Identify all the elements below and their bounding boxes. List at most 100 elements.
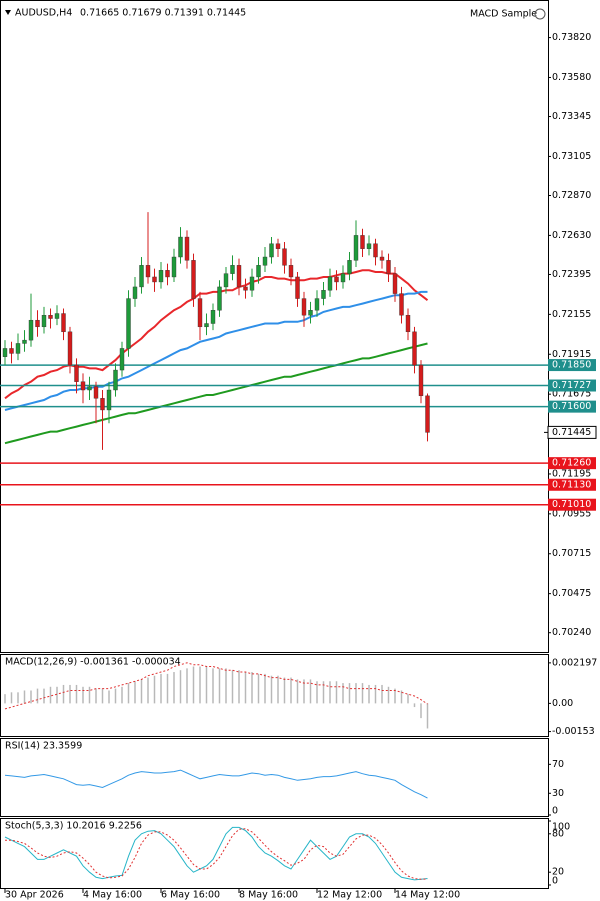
indicator-line xyxy=(5,828,428,880)
candle-body xyxy=(275,243,281,249)
candle-body xyxy=(308,310,313,316)
y-tick-label: 0.72630 xyxy=(552,230,591,241)
candle-body xyxy=(425,395,430,433)
candle-body xyxy=(249,276,255,291)
macd-title: MACD(12,26,9) -0.001361 -0.000034 xyxy=(5,657,181,668)
candle-body xyxy=(347,260,352,274)
indicator-line xyxy=(4,290,428,411)
candle-body xyxy=(210,310,216,324)
y-tick-label: 0.71915 xyxy=(552,349,591,360)
level-tag xyxy=(548,457,596,470)
candle-body xyxy=(204,323,209,328)
stoch-title: Stoch(5,3,3) 10.2016 9.2256 xyxy=(5,821,142,832)
candle-body xyxy=(100,398,105,411)
candle-body xyxy=(93,386,99,399)
candle-body xyxy=(217,286,222,311)
y-tick-label: 0.70955 xyxy=(552,508,591,519)
candle-body xyxy=(379,256,385,261)
candle-body xyxy=(386,260,391,274)
y-tick-label: -0.00153 xyxy=(552,726,595,737)
y-tick-label: 20 xyxy=(552,867,564,878)
level-tag xyxy=(548,400,596,413)
candle-body xyxy=(87,386,92,391)
chart-title: AUDUSD,H4 xyxy=(15,8,72,19)
candle-body xyxy=(353,235,359,261)
candle-body xyxy=(321,290,326,299)
candle-body xyxy=(327,276,333,291)
x-tick-label: 12 May 12:00 xyxy=(317,890,382,901)
candle-body xyxy=(295,276,300,299)
candle-body xyxy=(145,265,151,278)
indicator-line xyxy=(4,342,428,445)
candle-body xyxy=(399,293,404,316)
y-tick-label: 0 xyxy=(552,806,558,817)
candle-body xyxy=(74,364,79,382)
x-tick-label: 4 May 16:00 xyxy=(83,890,142,901)
candle-body xyxy=(80,381,86,391)
level-tag xyxy=(548,359,596,372)
y-tick-label: 0.00 xyxy=(552,698,573,709)
y-tick-label: 0 xyxy=(552,876,558,887)
y-tick-label: 30 xyxy=(552,788,564,799)
candle-body xyxy=(256,265,261,278)
candle-body xyxy=(373,243,378,258)
rsi-title: RSI(14) 23.3599 xyxy=(5,741,82,752)
candle-body xyxy=(314,298,320,311)
expert-icon[interactable] xyxy=(534,8,546,20)
candle-body xyxy=(158,270,164,283)
candle-body xyxy=(405,314,411,333)
y-tick-label: 70 xyxy=(552,759,564,770)
candle-body xyxy=(106,389,112,411)
y-tick-label: 0.72870 xyxy=(552,190,591,201)
candle-body xyxy=(301,298,307,316)
y-tick-label: 0.72155 xyxy=(552,309,591,320)
expert-name: MACD Sample xyxy=(470,9,537,20)
candle-body xyxy=(269,243,274,258)
x-tick-label: 8 May 16:00 xyxy=(239,890,298,901)
candle-body xyxy=(223,273,229,288)
y-tick-label: 0.73105 xyxy=(552,151,591,162)
candle-body xyxy=(171,256,177,278)
candle-body xyxy=(54,313,60,319)
y-tick-label: 0.70715 xyxy=(552,548,591,559)
candle-body xyxy=(152,276,157,283)
candle-body xyxy=(288,265,294,278)
candle-body xyxy=(282,248,287,266)
candle-body xyxy=(61,313,66,333)
main-panel xyxy=(0,0,549,653)
candle-body xyxy=(366,243,372,249)
level-tag xyxy=(548,478,596,491)
rsi-panel xyxy=(0,738,549,817)
candle-body xyxy=(2,348,8,357)
x-tick-label: 14 May 12:00 xyxy=(395,890,460,901)
level-label: 0.71260 xyxy=(552,458,591,469)
candle-body xyxy=(113,369,118,391)
candle-body xyxy=(178,236,183,258)
candle-body xyxy=(191,260,196,299)
candle-body xyxy=(230,265,235,274)
candle-body xyxy=(9,348,14,354)
level-label: 0.71850 xyxy=(552,360,591,371)
candle-body xyxy=(165,270,170,278)
candle-body xyxy=(41,314,47,328)
level-tag xyxy=(548,379,596,392)
level-tag xyxy=(548,498,596,511)
candle-body xyxy=(119,348,125,371)
candle-body xyxy=(184,236,190,261)
y-tick-label: 0.71675 xyxy=(552,389,591,400)
candle-body xyxy=(15,343,21,354)
last-price-label: 0.71445 xyxy=(552,427,591,438)
candle-body xyxy=(22,339,27,344)
last-price-tag xyxy=(547,425,597,439)
x-tick-label: 6 May 16:00 xyxy=(161,890,220,901)
candle-body xyxy=(126,298,131,349)
candle-body xyxy=(418,364,424,397)
indicator-line xyxy=(4,826,428,881)
y-tick-label: 0.71195 xyxy=(552,468,591,479)
y-tick-label: 0.73580 xyxy=(552,72,591,83)
menu-arrow[interactable] xyxy=(5,10,11,15)
candle-body xyxy=(67,331,73,366)
candle-body xyxy=(197,298,203,328)
candle-body xyxy=(28,319,34,341)
candle-body xyxy=(340,273,346,283)
